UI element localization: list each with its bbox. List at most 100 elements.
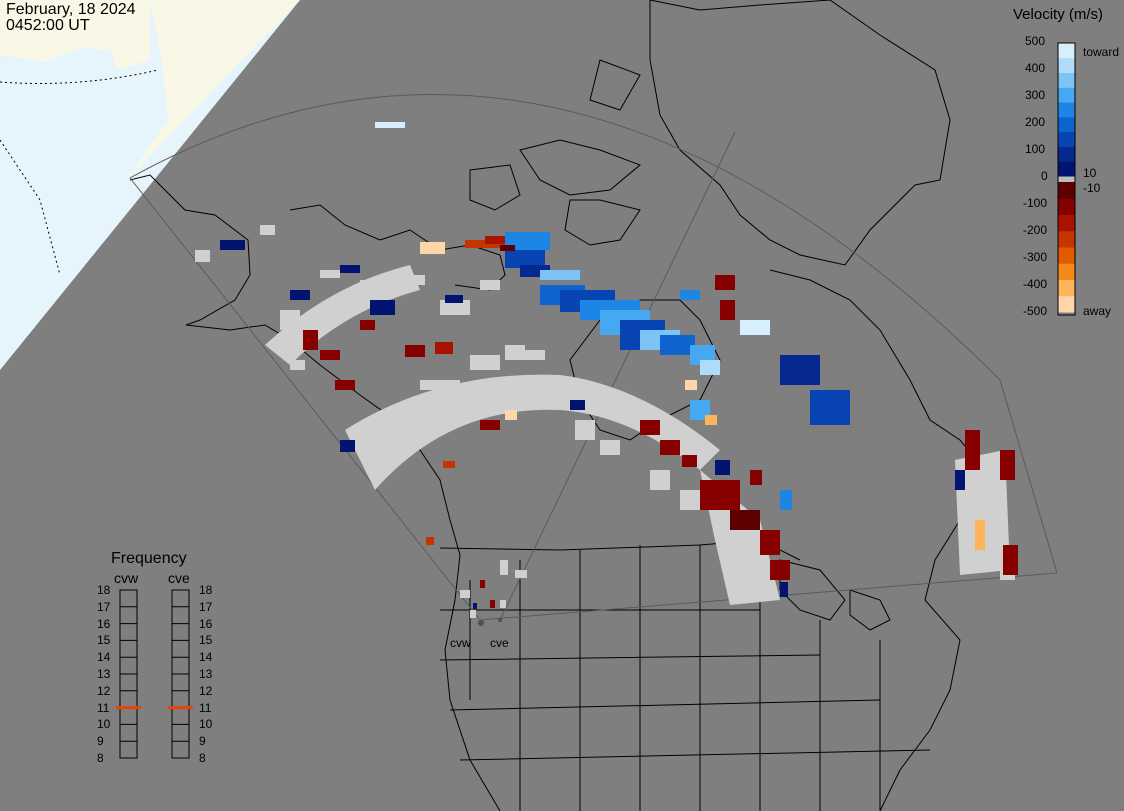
freq-tick-left: 9 xyxy=(97,734,104,749)
velocity-cell-toward xyxy=(680,290,700,300)
freq-tick-right: 8 xyxy=(199,751,206,765)
ground-scatter-cell xyxy=(990,500,1005,520)
freq-tick-right: 14 xyxy=(199,650,213,665)
velocity-cell-toward xyxy=(375,122,405,128)
freq-tick-left: 12 xyxy=(97,683,111,698)
velocity-tick-label: -500 xyxy=(1023,304,1048,318)
colorbar-away-segment xyxy=(1058,263,1075,280)
velocity-cell-away xyxy=(360,320,375,330)
dotted-graticule-2 xyxy=(0,69,159,84)
velocity-cell-away xyxy=(760,530,780,555)
velocity-cell-toward xyxy=(340,265,360,273)
colorbar-toward-segment xyxy=(1058,102,1075,118)
freq-tick-right: 16 xyxy=(199,616,213,631)
ground-scatter-cell xyxy=(470,610,476,618)
velocity-cell-away xyxy=(730,510,760,530)
toward-label: toward xyxy=(1083,45,1120,59)
ground-scatter-cell xyxy=(420,380,460,390)
velocity-cell-away xyxy=(303,330,318,350)
colorbar-away-segment xyxy=(1058,247,1075,264)
velocity-cell-toward xyxy=(715,460,730,475)
ground-scatter-cell xyxy=(730,580,760,600)
ground-scatter-cell xyxy=(575,420,595,440)
velocity-cell-toward xyxy=(340,440,355,452)
freq-tick-left: 17 xyxy=(97,599,111,614)
freq-tick-left: 13 xyxy=(97,667,111,681)
velocity-cell-away xyxy=(750,470,762,485)
fov-outline xyxy=(129,94,1058,621)
daylight-ocean xyxy=(0,0,300,370)
ground-scatter-cell xyxy=(440,300,470,315)
velocity-cell-away xyxy=(1000,450,1015,480)
colorbar-toward-segment xyxy=(1058,131,1075,147)
velocity-tick-label: 500 xyxy=(1025,34,1046,48)
colorbar-toward-segment xyxy=(1058,72,1075,88)
coastlines xyxy=(129,0,986,811)
daylight-land-2 xyxy=(128,0,300,178)
colorbar-toward-segment xyxy=(1058,146,1075,162)
frequency-indicator-cve xyxy=(168,706,193,710)
radar-label-cvw: cvw xyxy=(450,636,471,650)
velocity-cell-away xyxy=(490,600,495,608)
velocity-cell-away xyxy=(1003,545,1018,575)
ground-scatter-cell xyxy=(500,600,506,608)
colorbar-away-segment xyxy=(1058,295,1075,313)
velocity-cell-toward xyxy=(473,603,477,609)
velocity-tick-label: 0 xyxy=(1041,169,1048,183)
freq-tick-right: 18 xyxy=(199,583,213,597)
velocity-tick-label: 300 xyxy=(1025,88,1046,102)
ground-scatter-cell xyxy=(280,310,300,330)
velocity-tick-label: 10 xyxy=(1083,166,1097,180)
freq-tick-left: 16 xyxy=(97,616,111,631)
velocity-cell-away xyxy=(640,420,660,435)
velocity-cell-away xyxy=(660,440,680,455)
date-label: February, 18 2024 xyxy=(6,1,136,18)
velocity-tick-label: -300 xyxy=(1023,250,1048,264)
daylight-land xyxy=(0,0,150,70)
velocity-cell-toward xyxy=(700,360,720,375)
ground-scatter-cell xyxy=(195,250,210,262)
radar-label-cve: cve xyxy=(490,636,509,650)
colorbar-away-segment xyxy=(1058,214,1075,232)
velocity-cell-away xyxy=(443,461,455,468)
freq-tick-right: 9 xyxy=(199,734,206,749)
velocity-tick-label: 400 xyxy=(1025,61,1046,75)
colorbar-toward-segment xyxy=(1058,57,1075,74)
freq-tick-left: 11 xyxy=(97,700,110,715)
velocity-cell-away xyxy=(720,300,735,320)
colorbar-away-segment xyxy=(1058,279,1075,297)
freq-col-cve: cve xyxy=(168,570,190,586)
velocity-cell-away xyxy=(505,410,517,420)
freq-tick-right: 11 xyxy=(199,700,212,715)
colorbar-toward-segment xyxy=(1058,161,1075,177)
velocity-cell-toward xyxy=(660,335,695,355)
velocity-cell-away xyxy=(485,236,505,244)
velocity-cells xyxy=(195,122,1018,618)
ground-scatter-cell xyxy=(505,345,525,360)
away-label: away xyxy=(1083,304,1112,318)
velocity-tick-label: 100 xyxy=(1025,142,1046,156)
velocity-cell-away xyxy=(320,350,340,360)
velocity-cell-toward xyxy=(780,582,788,597)
freq-tick-right: 10 xyxy=(199,717,213,732)
velocity-cell-away xyxy=(435,342,453,354)
freq-tick-right: 15 xyxy=(199,633,213,648)
ground-scatter-cell xyxy=(260,225,275,235)
velocity-cell-away xyxy=(682,455,697,467)
velocity-cell-away xyxy=(480,420,500,430)
freq-tick-right: 13 xyxy=(199,667,213,681)
velocity-cell-away xyxy=(715,275,735,290)
freq-tick-right: 17 xyxy=(199,599,213,614)
ground-scatter-cell xyxy=(515,570,527,578)
velocity-tick-label: -400 xyxy=(1023,277,1048,291)
ground-scatter-cell xyxy=(680,490,700,510)
freq-tick-left: 14 xyxy=(97,650,111,665)
ground-scatter-cell xyxy=(600,440,620,455)
velocity-cell-toward xyxy=(220,240,245,250)
freq-tick-left: 10 xyxy=(97,717,111,732)
ground-scatter-cell xyxy=(650,470,670,490)
ground-scatter-cell xyxy=(470,355,500,370)
velocity-cell-away xyxy=(975,520,985,550)
colorbar-away-segment xyxy=(1058,198,1075,215)
velocity-tick-label: -200 xyxy=(1023,223,1048,237)
